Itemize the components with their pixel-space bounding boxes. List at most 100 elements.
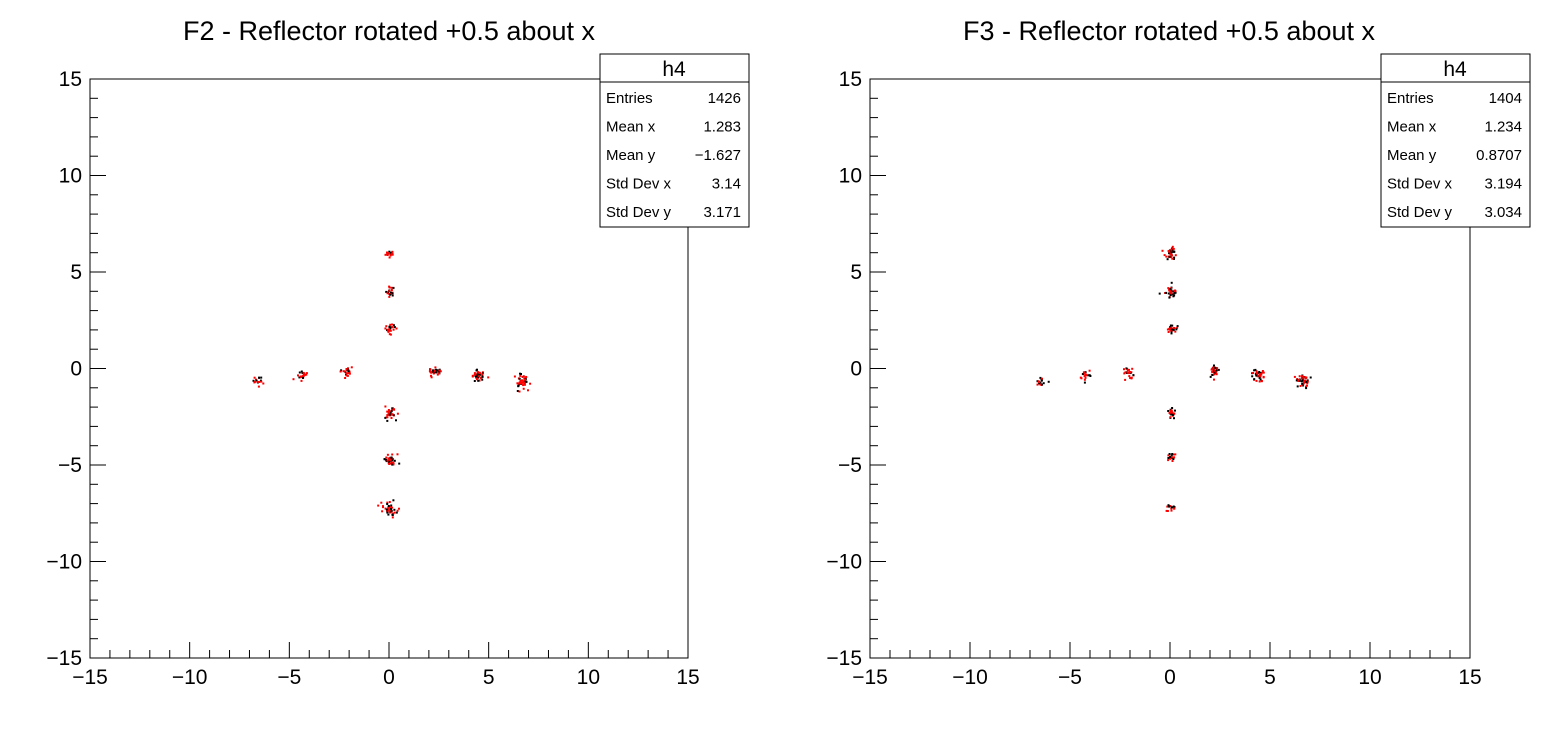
scatter-point <box>476 371 479 374</box>
scatter-point <box>1305 380 1308 383</box>
scatter-point <box>1216 367 1219 370</box>
scatter-point <box>1170 251 1173 254</box>
scatter-point <box>1170 287 1173 290</box>
scatter-point <box>302 376 304 379</box>
stats-box: h4 Entries 1426 Mean x 1.283 Mean y −1.627 Std… <box>599 53 750 228</box>
scatter-point <box>1258 376 1261 379</box>
scatter-point <box>305 372 308 375</box>
scatter-point <box>1255 370 1258 373</box>
scatter-point <box>1083 372 1086 374</box>
scatter-point <box>386 459 389 462</box>
scatter-point <box>523 377 526 380</box>
y-tick-label: −5 <box>838 454 862 477</box>
scatter-point <box>392 457 394 460</box>
scatter-point <box>432 371 435 374</box>
scatter-point <box>1123 368 1125 371</box>
scatter-point <box>1173 453 1175 456</box>
scatter-point <box>391 323 394 326</box>
scatter-point <box>388 325 391 328</box>
scatter-point <box>345 374 348 377</box>
scatter-point <box>391 506 394 509</box>
scatter-point <box>438 372 441 375</box>
scatter-point <box>388 501 391 503</box>
scatter-point <box>1165 509 1168 512</box>
scatter-point <box>1167 292 1170 295</box>
scatter-point <box>1301 382 1304 385</box>
scatter-point <box>1083 375 1086 377</box>
scatter-point <box>388 286 391 289</box>
scatter-point <box>1128 375 1131 378</box>
scatter-point <box>1256 373 1258 376</box>
scatter-point <box>1173 250 1176 253</box>
scatter-point <box>1296 378 1299 380</box>
scatter-point <box>255 379 258 382</box>
scatter-point <box>384 507 387 510</box>
scatter-cluster <box>1251 368 1265 383</box>
scatter-point <box>1169 416 1172 419</box>
scatter-point <box>1169 253 1172 256</box>
scatter-point <box>388 413 391 416</box>
scatter-cluster <box>513 372 532 393</box>
scatter-point <box>391 453 394 456</box>
scatter-point <box>481 375 484 378</box>
stats-value: 3.194 <box>1484 176 1522 193</box>
scatter-point <box>252 379 255 382</box>
scatter-points <box>1036 245 1312 512</box>
scatter-cluster <box>292 370 308 382</box>
stats-value: 3.14 <box>712 176 741 193</box>
y-tick-label: −15 <box>46 647 82 670</box>
scatter-point <box>1173 292 1176 295</box>
scatter-point <box>529 382 532 385</box>
scatter-point <box>487 376 490 379</box>
scatter-point <box>477 379 480 382</box>
x-tick-label: 5 <box>1264 666 1276 689</box>
scatter-point <box>1211 370 1214 373</box>
scatter-point <box>1295 379 1298 382</box>
scatter-point <box>345 368 348 370</box>
y-tick-label: 10 <box>839 165 862 188</box>
scatter-point <box>391 294 394 297</box>
scatter-point <box>1256 371 1259 374</box>
stats-label: Entries <box>606 90 653 107</box>
scatter-point <box>477 376 480 379</box>
stats-label: Mean x <box>606 119 656 136</box>
scatter-point <box>1173 417 1175 420</box>
scatter-point <box>339 370 342 373</box>
scatter-point <box>387 513 390 516</box>
scatter-point <box>392 499 395 502</box>
scatter-point <box>1128 371 1131 374</box>
scatter-point <box>1305 387 1308 390</box>
scatter-point <box>1170 410 1172 413</box>
x-tick-label: −10 <box>952 666 988 689</box>
y-tick-label: 0 <box>70 358 82 381</box>
scatter-point <box>340 369 343 372</box>
scatter-point <box>350 366 353 369</box>
y-tick-label: −15 <box>826 647 862 670</box>
stats-value: 1.283 <box>703 119 741 136</box>
scatter-point <box>1169 252 1172 255</box>
scatter-point <box>386 254 389 256</box>
scatter-point <box>1258 374 1261 377</box>
scatter-cluster <box>1293 374 1312 390</box>
scatter-point <box>1296 385 1299 388</box>
scatter-point <box>1169 326 1172 329</box>
scatter-point <box>1251 375 1254 378</box>
scatter-point <box>1176 325 1179 328</box>
scatter-point <box>385 458 388 461</box>
scatter-point <box>1306 380 1309 383</box>
stats-box-frame <box>1380 53 1531 228</box>
scatter-point <box>1172 295 1175 298</box>
scatter-point <box>1171 411 1174 414</box>
scatter-point <box>386 503 389 505</box>
scatter-cluster <box>384 323 398 336</box>
y-tick-label: 5 <box>850 261 862 284</box>
scatter-point <box>1170 330 1173 333</box>
scatter-point <box>1170 327 1173 330</box>
scatter-point <box>1169 294 1172 296</box>
scatter-point <box>521 379 523 382</box>
scatter-point <box>1213 373 1216 376</box>
scatter-point <box>391 463 394 466</box>
scatter-point <box>1172 413 1174 416</box>
scatter-point <box>388 462 390 465</box>
scatter-point <box>1169 288 1172 291</box>
